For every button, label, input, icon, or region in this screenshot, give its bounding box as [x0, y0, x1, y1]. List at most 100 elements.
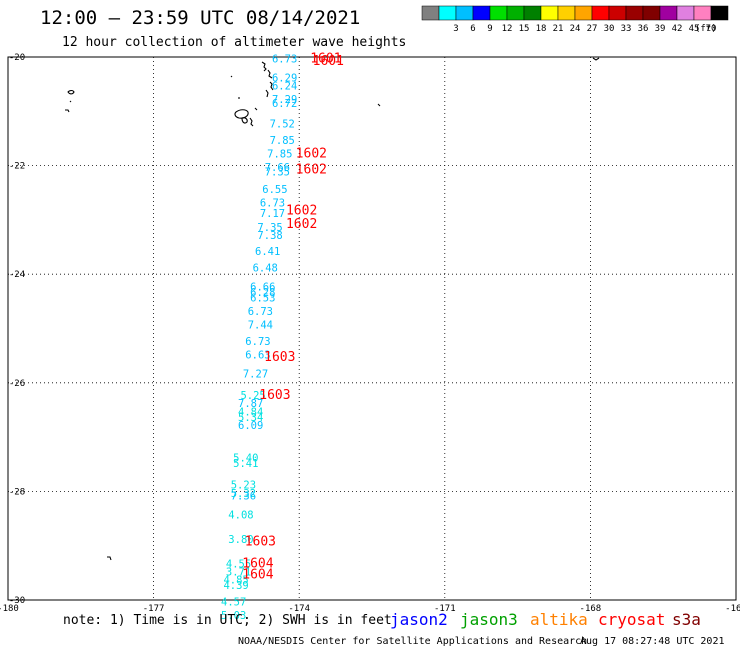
wave-height-value: 7.27	[243, 368, 268, 380]
latitude-tick-labels: -20 -22 -24 -26 -28 -30	[9, 53, 25, 606]
color-swatch-label: 27	[587, 24, 598, 34]
pass-number-label: 1602	[286, 217, 317, 232]
color-swatch-label: 45	[689, 24, 700, 34]
pass-number-label: 1602	[286, 203, 317, 218]
wave-height-value: 7.29	[272, 94, 297, 106]
satellite-legend-entry: s3a	[672, 610, 701, 629]
longitude-tick-labels: -180 -177 -174 -171 -168 -165	[0, 604, 740, 614]
wave-height-value: 3.80	[228, 534, 253, 546]
wave-height-value: 4.84	[238, 406, 263, 418]
color-swatch	[710, 5, 729, 21]
color-swatch-label: 39	[655, 24, 666, 34]
pass-number-label: 1604	[242, 567, 273, 582]
wave-height-value: 6.72	[272, 98, 297, 110]
color-swatch	[472, 5, 491, 21]
pass-number-label: 1603	[245, 535, 276, 550]
wave-height-value: 4.57	[221, 596, 246, 608]
color-swatch-label: 30	[604, 24, 615, 34]
wave-height-value: 7.17	[260, 208, 285, 220]
satellite-legend-entry: cryosat	[598, 610, 665, 629]
wave-height-value: 6.28	[250, 287, 275, 299]
wave-height-value: 7.35	[265, 166, 290, 178]
fiji-islands	[65, 89, 75, 113]
wave-height-value: 5.03	[221, 610, 246, 622]
satellite-legend-entry: altika	[530, 610, 588, 629]
wave-height-value: 5.32	[231, 488, 256, 500]
color-swatch-label: 42	[672, 24, 683, 34]
minor-islands	[107, 57, 600, 561]
color-swatch	[557, 5, 576, 21]
latitude-tick-label: -24	[9, 270, 25, 280]
wave-height-value: 5.40	[233, 453, 258, 465]
color-swatch-label: 36	[638, 24, 649, 34]
pass-number-label: 1602	[296, 163, 327, 178]
color-swatch	[540, 5, 559, 21]
color-swatch-label: 12	[502, 24, 513, 34]
color-swatch	[625, 5, 644, 21]
color-scale-legend: 3 6 9 12 15 18 21 24 27 30 33 36 39 42 45 70	[421, 5, 729, 34]
longitude-tick-label: -171	[434, 604, 456, 614]
satellite-legend-entry: jason3	[460, 610, 518, 629]
altimeter-observations: 6.736.296.247.296.727.527.857.857.667.35…	[221, 53, 297, 622]
satellite-legend-entry: jason2	[390, 610, 448, 629]
wave-height-value: 5.41	[233, 458, 258, 470]
wave-height-value: 6.66	[250, 281, 275, 293]
color-swatch	[591, 5, 610, 21]
wave-height-value: 7.85	[267, 148, 292, 160]
wave-height-value: 7.36	[231, 491, 256, 503]
color-swatch	[421, 5, 440, 21]
latitude-tick-label: -26	[9, 379, 25, 389]
wave-height-value: 4.08	[228, 510, 253, 522]
color-swatch	[659, 5, 678, 21]
page-title: 12:00 – 23:59 UTC 08/14/2021	[40, 7, 360, 29]
wave-height-value: 4.55	[226, 558, 251, 570]
wave-height-value: 6.09	[238, 420, 263, 432]
longitude-tick-label: -165	[725, 604, 740, 614]
wave-height-value: 4.85	[223, 575, 248, 587]
generation-timestamp: Aug 17 08:27:48 UTC 2021	[580, 636, 725, 647]
wave-height-value: 5.34	[238, 412, 263, 424]
color-swatch-label: 21	[553, 24, 564, 34]
color-swatch	[455, 5, 474, 21]
wave-height-value: 6.73	[260, 197, 285, 209]
color-swatch-label: 9	[487, 24, 492, 34]
satellite-pass-labels: 1601160116021602160216021603160316031604…	[242, 51, 344, 582]
latitude-tick-label: -30	[9, 596, 25, 606]
wave-height-value: 5.23	[231, 480, 256, 492]
color-swatch-label: 70	[706, 24, 717, 34]
wave-height-value: 7.85	[270, 135, 295, 147]
color-swatch	[489, 5, 508, 21]
wave-height-value: 6.55	[262, 184, 287, 196]
longitude-tick-label: -180	[0, 604, 19, 614]
page-subtitle: 12 hour collection of altimeter wave hei…	[62, 35, 406, 50]
wave-height-value: 7.35	[257, 222, 282, 234]
wave-height-value: 6.29	[272, 72, 297, 84]
color-swatch-label: 33	[621, 24, 632, 34]
wave-height-value: 6.73	[272, 53, 297, 65]
longitude-tick-label: -168	[580, 604, 602, 614]
tonga-islands	[230, 61, 274, 127]
latitude-tick-label: -20	[9, 53, 25, 63]
wave-height-value: 6.41	[255, 246, 280, 258]
color-swatch	[523, 5, 542, 21]
map-frame	[7, 56, 737, 601]
wave-height-value: 7.44	[248, 320, 273, 332]
wave-height-value: 4.39	[223, 580, 248, 592]
color-swatch-label: 15	[519, 24, 530, 34]
pass-number-label: 1603	[259, 388, 290, 403]
color-scale-unit: (ft)	[695, 24, 717, 34]
pass-number-label: 1601	[313, 54, 344, 69]
wave-height-value: 3.71	[226, 567, 251, 579]
longitude-tick-label: -174	[288, 604, 310, 614]
color-swatch	[676, 5, 695, 21]
wave-height-value: 6.73	[245, 336, 270, 348]
pass-number-label: 1601	[310, 51, 341, 66]
wave-height-value: 6.24	[272, 81, 297, 93]
wave-height-value: 7.38	[257, 230, 282, 242]
color-swatch	[506, 5, 525, 21]
wave-height-value: 6.63	[245, 349, 270, 361]
pass-number-label: 1604	[242, 556, 273, 571]
color-swatch	[693, 5, 712, 21]
color-swatch-label: 3	[453, 24, 458, 34]
